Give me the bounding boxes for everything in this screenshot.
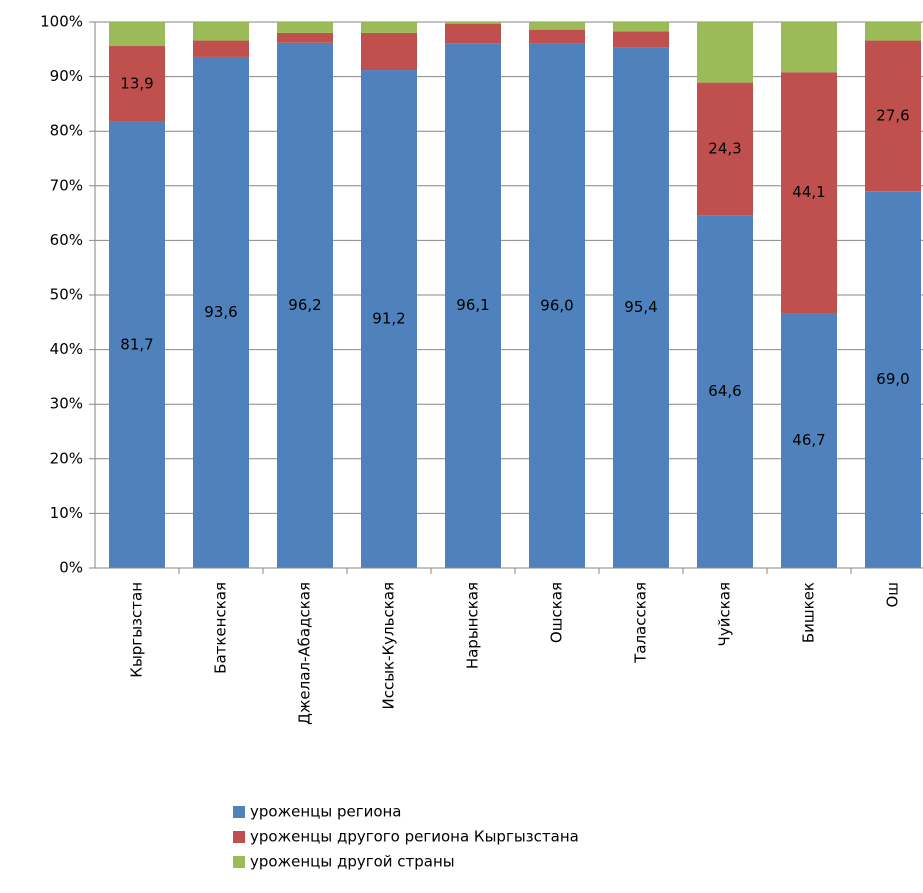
legend-label: уроженцы другого региона Кыргызстана xyxy=(250,828,579,846)
bar-segment xyxy=(613,31,669,48)
data-label: 24,3 xyxy=(708,139,741,157)
bar-segment xyxy=(109,22,165,47)
data-label: 96,2 xyxy=(288,296,321,314)
bar-segment xyxy=(193,56,249,568)
x-tick-label: Таласская xyxy=(632,582,650,664)
bar-segment xyxy=(445,23,501,44)
bar-segment xyxy=(109,121,165,568)
bar-segment xyxy=(529,29,585,44)
y-tick-label: 0% xyxy=(59,559,83,577)
legend-label: уроженцы другой страны xyxy=(250,853,455,871)
data-label: 95,4 xyxy=(624,298,657,316)
bar-segment xyxy=(361,70,417,568)
legend-swatch xyxy=(233,806,245,818)
bar-segment xyxy=(865,191,921,568)
y-tick-label: 60% xyxy=(50,231,83,249)
bar-segment xyxy=(277,42,333,569)
bar-segment xyxy=(613,47,669,568)
y-tick-label: 10% xyxy=(50,504,83,522)
x-tick-label: Иссык-Кульская xyxy=(380,582,398,710)
bar-segment xyxy=(697,215,753,568)
bar-segment xyxy=(529,22,585,30)
bar-segment xyxy=(613,22,669,32)
data-label: 46,7 xyxy=(792,431,825,449)
data-label: 13,9 xyxy=(120,74,153,92)
y-tick-label: 90% xyxy=(50,67,83,85)
bar-segment xyxy=(193,22,249,41)
x-tick-label: Джелал-Абадская xyxy=(296,582,314,725)
bar-segment xyxy=(781,313,837,568)
bar-segment xyxy=(697,82,753,216)
y-tick-label: 70% xyxy=(50,176,83,194)
bar-segment xyxy=(865,40,921,192)
data-label: 69,0 xyxy=(876,370,909,388)
data-label: 44,1 xyxy=(792,183,825,201)
bar-segment xyxy=(193,40,249,57)
bar-segment xyxy=(529,43,585,568)
y-tick-label: 80% xyxy=(50,122,83,140)
bar-segment xyxy=(277,22,333,33)
y-tick-label: 20% xyxy=(50,449,83,467)
bar-segment xyxy=(781,72,837,314)
x-tick-label: Ош xyxy=(884,582,902,608)
x-tick-label: Нарынская xyxy=(464,582,482,669)
x-tick-label: Бишкек xyxy=(800,582,818,643)
y-tick-label: 30% xyxy=(50,395,83,413)
x-tick-label: Чуйская xyxy=(716,582,734,646)
x-tick-label: Ошская xyxy=(548,582,566,643)
data-label: 96,1 xyxy=(456,296,489,314)
data-label: 27,6 xyxy=(876,106,909,124)
x-tick-label: Кыргызстан xyxy=(128,582,146,678)
bar-segment xyxy=(781,22,837,73)
legend-swatch xyxy=(233,831,245,843)
legend-label: уроженцы региона xyxy=(250,803,402,821)
bar-segment xyxy=(697,22,753,83)
data-label: 81,7 xyxy=(120,335,153,353)
y-tick-label: 100% xyxy=(40,13,83,31)
bar-segment xyxy=(445,22,501,24)
y-tick-label: 50% xyxy=(50,286,83,304)
bar-segment xyxy=(445,43,501,568)
bar-segment xyxy=(361,22,417,33)
bar-segment xyxy=(361,32,417,71)
bar-segment xyxy=(277,32,333,43)
bar-segment xyxy=(865,22,921,41)
data-label: 91,2 xyxy=(372,310,405,328)
legend-swatch xyxy=(233,856,245,868)
bar-segment xyxy=(109,46,165,122)
data-label: 93,6 xyxy=(204,303,237,321)
y-tick-label: 40% xyxy=(50,340,83,358)
data-label: 96,0 xyxy=(540,296,573,314)
x-tick-label: Баткенская xyxy=(212,582,230,674)
data-label: 64,6 xyxy=(708,382,741,400)
